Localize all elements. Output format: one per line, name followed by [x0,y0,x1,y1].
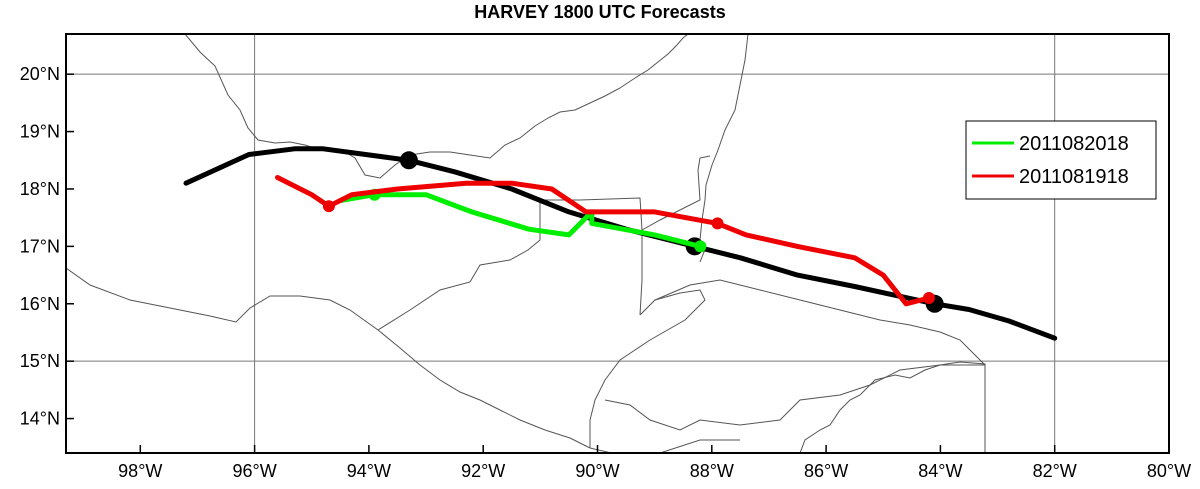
x-tick-label: 86°W [804,461,848,481]
x-tick-label: 94°W [347,461,391,481]
legend: 2011082018 2011081918 [965,120,1157,200]
legend-label: 2011081918 [1019,166,1129,188]
x-tick-label: 92°W [461,461,505,481]
forecast-tracks [183,146,1058,341]
track-marker [694,240,707,253]
y-tick-label: 17°N [20,236,60,256]
x-tick-label: 82°W [1033,461,1077,481]
track-marker [711,217,724,230]
x-tick-label: 88°W [690,461,734,481]
map-title: HARVEY 1800 UTC Forecasts [474,2,726,22]
x-tick-label: 90°W [575,461,619,481]
track-line-2 [275,175,932,307]
track-marker [399,151,418,170]
x-tick-label: 84°W [918,461,962,481]
border-belize [641,155,711,231]
y-tick-label: 16°N [20,294,60,314]
y-tick-label: 15°N [20,351,60,371]
track-line-0 [183,146,1058,341]
x-tick-label: 80°W [1147,461,1191,481]
axis-ticks: 98°W 96°W 94°W 92°W 90°W 88°W 86°W 84°W 82°W 80°W… [20,64,1191,481]
border-honduras-nicaragua [604,364,985,431]
pacific-coastline [66,267,591,449]
x-tick-label: 98°W [118,461,162,481]
track-line-1 [337,192,703,249]
coastlines-and-borders [66,34,986,453]
honduras-north-coast [654,279,986,366]
border-mexico-guatemala [377,197,643,331]
legend-label: 2011082018 [1019,133,1129,155]
track-marker [922,292,935,305]
y-tick-label: 20°N [20,64,60,84]
border-guatemala-honduras [589,289,706,448]
plot-frame [65,33,1170,454]
gulf-coastline [184,34,689,179]
nicaragua-coast [799,361,986,453]
x-tick-label: 96°W [232,461,276,481]
lat-lon-grid [66,34,1169,453]
y-tick-label: 14°N [20,409,60,429]
y-tick-label: 19°N [20,122,60,142]
track-marker [322,200,335,213]
legend-box [965,120,1157,200]
y-tick-label: 18°N [20,179,60,199]
